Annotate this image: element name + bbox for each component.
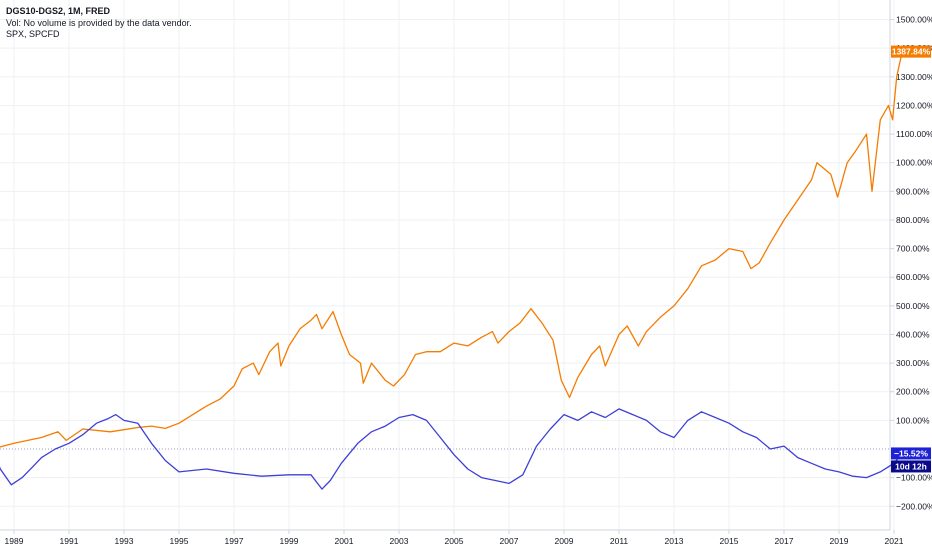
price-axis-label: −200.00% [896, 501, 932, 511]
spread-last-value-tag-background [891, 447, 931, 460]
price-tags: 1387.84% −15.52% 10d 12h [891, 45, 931, 473]
spread-series-line[interactable] [0, 408, 903, 490]
time-axis-label: 1995 [170, 536, 189, 546]
time-axis-label: 2021 [885, 536, 904, 546]
time-axis-label: 1997 [225, 536, 244, 546]
price-axis-label: 1500.00% [896, 15, 932, 25]
spx-last-value-tag: 1387.84% [891, 45, 931, 58]
time-axis-label: 2007 [500, 536, 519, 546]
time-axis-label: 1991 [60, 536, 79, 546]
bar-countdown-tag-background [891, 460, 931, 473]
price-axis-label: 800.00% [896, 215, 930, 225]
time-axis-label: 2015 [720, 536, 739, 546]
legend-symbol[interactable]: DGS10-DGS2, 1M, FRED [6, 6, 111, 16]
spread-last-value-tag-text: −15.52% [894, 448, 928, 458]
time-axis-label: 2017 [775, 536, 794, 546]
price-axis-label: 600.00% [896, 272, 930, 282]
price-axis-label: 900.00% [896, 186, 930, 196]
legend-volume-note: Vol: No volume is provided by the data v… [6, 17, 192, 28]
price-axis-label: 200.00% [896, 387, 930, 397]
price-axis-label: 700.00% [896, 244, 930, 254]
price-axis-label: 400.00% [896, 329, 930, 339]
time-axis-label: 2009 [555, 536, 574, 546]
spread-last-value-tag: −15.52% [891, 447, 931, 460]
time-axis-label: 2001 [335, 536, 354, 546]
time-axis-label: 2003 [390, 536, 409, 546]
time-axis-label: 2011 [610, 536, 629, 546]
price-axis-label: 1100.00% [896, 129, 932, 139]
spx-last-value-tag-background [891, 45, 931, 58]
time-axis-label: 1989 [5, 536, 24, 546]
series-layer [0, 51, 903, 490]
time-axis-label: 2013 [665, 536, 684, 546]
price-axis-label: 1200.00% [896, 100, 932, 110]
time-axis-label: 2019 [830, 536, 849, 546]
chart-legend: DGS10-DGS2, 1M, FRED Vol: No volume is p… [6, 6, 192, 41]
price-axis-label: 1000.00% [896, 158, 932, 168]
spx-series-line[interactable] [0, 51, 903, 449]
price-axis-label: 500.00% [896, 301, 930, 311]
price-axis-label: 300.00% [896, 358, 930, 368]
bar-countdown-tag-text: 10d 12h [895, 461, 927, 471]
spx-last-value-tag-text: 1387.84% [892, 47, 931, 57]
bar-countdown-tag: 10d 12h [891, 460, 931, 473]
price-axis-label: 1300.00% [896, 72, 932, 82]
time-axis-label: 1993 [115, 536, 134, 546]
grid [0, 0, 903, 530]
price-axis-label: −100.00% [896, 473, 932, 483]
time-axis-label: 1999 [280, 536, 299, 546]
time-axis-label: 2005 [445, 536, 464, 546]
legend-compare-symbol[interactable]: SPX, SPCFD [6, 29, 60, 39]
price-axis-label: 100.00% [896, 415, 930, 425]
